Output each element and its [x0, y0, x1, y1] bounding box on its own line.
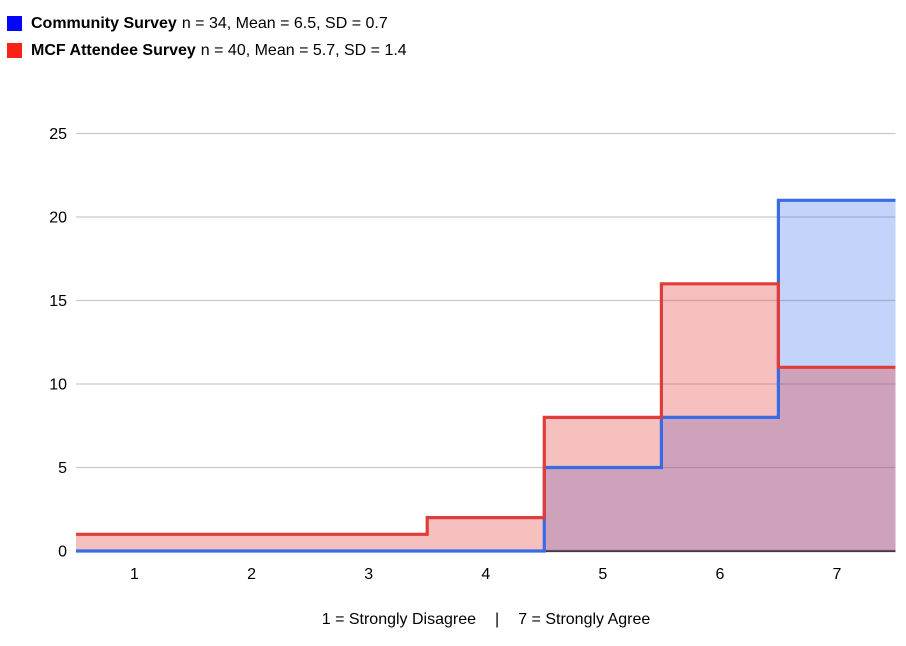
y-tick-label-5: 5 — [58, 460, 67, 477]
legend-item-community-survey: Community Survey n = 34, Mean = 6.5, SD =… — [7, 13, 407, 34]
chart-lines — [76, 198, 896, 553]
series-name: MCF Attendee Survey — [31, 41, 196, 59]
series-name: Community Survey — [31, 14, 177, 32]
mcf-attendee-survey-line — [76, 282, 896, 536]
x-axis-labels: 1 2 3 4 5 6 7 — [130, 566, 842, 583]
series-stats: n = 40, Mean = 5.7, SD = 1.4 — [200, 41, 407, 59]
y-tick-label-20: 20 — [49, 210, 67, 227]
mcf-attendee-survey-swatch — [7, 43, 22, 58]
legend-item-label: Community Survey n = 34, Mean = 6.5, SD =… — [31, 15, 388, 33]
y-axis-labels: 0 5 10 15 20 25 — [49, 126, 67, 561]
community-survey-area — [76, 200, 896, 552]
y-tick-label-15: 15 — [49, 293, 67, 310]
gridlines — [76, 132, 896, 469]
legend: Community Survey n = 34, Mean = 6.5, SD =… — [7, 13, 407, 67]
y-tick-label-25: 25 — [49, 126, 67, 143]
scale-caption-separator: | — [495, 611, 500, 628]
y-tick-label-10: 10 — [49, 377, 67, 394]
community-survey-swatch — [7, 16, 22, 31]
mcf-attendee-survey-area — [76, 283, 896, 551]
series-stats: n = 34, Mean = 6.5, SD = 0.7 — [181, 14, 388, 32]
legend-item-label: MCF Attendee Survey n = 40, Mean = 5.7, S… — [31, 42, 407, 60]
scale-caption: 1 = Strongly Disagree | 7 = Strongly Agree — [76, 611, 896, 629]
y-tick-label-0: 0 — [58, 544, 67, 561]
x-tick-label-2: 2 — [247, 566, 256, 583]
x-tick-label-4: 4 — [481, 566, 490, 583]
x-tick-label-1: 1 — [130, 566, 139, 583]
x-tick-label-6: 6 — [715, 566, 724, 583]
x-tick-label-7: 7 — [833, 566, 842, 583]
legend-item-mcf-attendee-survey: MCF Attendee Survey n = 40, Mean = 5.7, S… — [7, 40, 407, 61]
x-tick-label-3: 3 — [364, 566, 373, 583]
chart-areas — [76, 200, 896, 552]
scale-caption-left: 1 = Strongly Disagree — [321, 611, 477, 628]
x-tick-label-5: 5 — [598, 566, 607, 583]
scale-caption-right: 7 = Strongly Agree — [518, 611, 651, 628]
